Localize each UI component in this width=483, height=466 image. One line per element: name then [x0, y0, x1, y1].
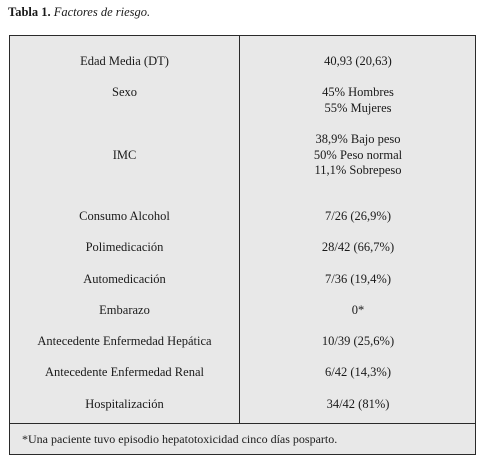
row-label: Automedicación	[83, 272, 166, 286]
row-label: Embarazo	[99, 303, 150, 317]
row-value: 38,9% Bajo peso 50% Peso normal 11,1% So…	[241, 132, 475, 179]
value-line: 34/42 (81%)	[326, 397, 390, 411]
row-value: 10/39 (25,6%)	[241, 334, 475, 350]
value-line: 45% Hombres	[322, 85, 394, 99]
table-caption: Tabla 1. Factores de riesgo.	[8, 5, 150, 20]
row-label: Antecedente Enfermedad Hepática	[37, 334, 212, 348]
row-label: Hospitalización	[85, 397, 164, 411]
value-line: 55% Mujeres	[324, 100, 392, 115]
value-line: 7/36 (19,4%)	[325, 272, 391, 286]
value-line: 0*	[351, 303, 365, 317]
row-label: Polimedicación	[85, 240, 164, 254]
row-value: 7/36 (19,4%)	[241, 272, 475, 288]
row-label: Sexo	[112, 85, 137, 99]
value-line: 10/39 (25,6%)	[321, 334, 395, 348]
table-footnote: *Una paciente tuvo episodio hepatotoxici…	[22, 432, 338, 446]
risk-factors-table: Edad Media (DT) 40,93 (20,63) Sexo 45% H…	[9, 35, 476, 455]
row-label: Consumo Alcohol	[79, 209, 170, 223]
row-label: Antecedente Enfermedad Renal	[45, 365, 204, 379]
row-value: 28/42 (66,7%)	[241, 240, 475, 256]
row-label: IMC	[112, 147, 137, 162]
row-value: 7/26 (26,9%)	[241, 209, 475, 225]
row-value: 34/42 (81%)	[241, 397, 475, 413]
value-line: 6/42 (14,3%)	[325, 365, 391, 379]
table-title: Factores de riesgo.	[53, 5, 151, 19]
column-divider	[239, 36, 241, 423]
row-value: 45% Hombres 55% Mujeres	[241, 85, 475, 116]
value-line: 50% Peso normal	[313, 147, 403, 162]
table-number: Tabla 1.	[8, 5, 51, 19]
value-line: 40,93 (20,63)	[324, 54, 392, 68]
row-value: 6/42 (14,3%)	[241, 365, 475, 381]
value-line: 38,9% Bajo peso	[315, 132, 401, 146]
row-label: Edad Media (DT)	[80, 54, 169, 68]
value-line: 11,1% Sobrepeso	[314, 163, 402, 177]
row-value: 40,93 (20,63)	[241, 54, 475, 70]
value-line: 7/26 (26,9%)	[325, 209, 391, 223]
footnote-divider	[10, 423, 475, 425]
row-value: 0*	[241, 303, 475, 319]
value-line: 28/42 (66,7%)	[321, 240, 395, 254]
